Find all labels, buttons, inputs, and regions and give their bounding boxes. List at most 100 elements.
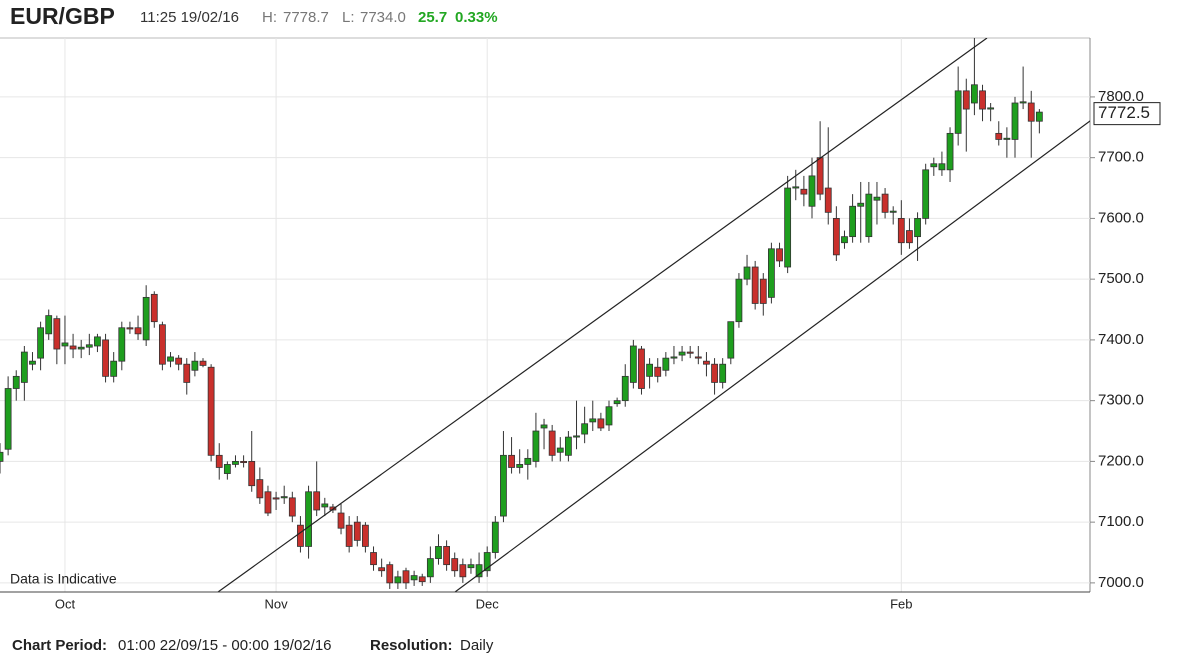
candle-body	[1027, 102, 1035, 122]
candle-body	[881, 193, 889, 213]
candle-body	[500, 454, 507, 517]
candle-body	[719, 363, 727, 383]
candle-body	[962, 90, 970, 110]
timestamp: 11:25 19/02/16	[140, 9, 239, 26]
candle-body	[565, 436, 572, 456]
candle-body	[150, 293, 158, 323]
y-tick-label: 7300.0	[1098, 392, 1144, 409]
change-pct: 0.33%	[455, 9, 498, 26]
candle-body	[402, 570, 410, 584]
candle-body	[873, 196, 881, 201]
candle-body	[857, 202, 865, 207]
candle-body	[930, 163, 938, 168]
candle-body	[491, 521, 499, 553]
note: Data is Indicative	[10, 571, 117, 587]
candle-body	[654, 366, 662, 377]
y-tick-label: 7500.0	[1098, 270, 1144, 287]
candle-body	[971, 84, 978, 104]
candle-body	[191, 360, 199, 371]
candle-body	[158, 324, 166, 365]
candle-body	[232, 460, 239, 465]
candle-body	[776, 248, 783, 262]
candle-body	[605, 406, 613, 426]
candle-body	[613, 400, 621, 405]
candle-body	[435, 546, 442, 559]
candle-body	[759, 278, 767, 304]
candle-body	[597, 418, 605, 429]
trend-channel	[217, 38, 1090, 592]
candle-body	[475, 564, 483, 578]
candle-body	[183, 363, 191, 383]
candle-body	[280, 496, 288, 499]
grid	[0, 38, 1090, 592]
last-price-box	[1093, 102, 1161, 126]
x-tick-label: Feb	[890, 596, 912, 611]
candle-body	[37, 327, 44, 359]
candle-body	[1035, 111, 1043, 122]
candle-body	[77, 346, 85, 350]
candle-body	[621, 375, 629, 402]
candle-body	[459, 564, 467, 578]
candle-body	[69, 345, 77, 350]
candle-body	[378, 567, 386, 572]
change: 25.7	[418, 9, 447, 26]
candle-body	[897, 218, 905, 244]
candle-body	[313, 491, 321, 511]
candle-body	[800, 188, 808, 195]
candle-body	[670, 356, 678, 359]
candle-body	[386, 564, 394, 584]
candle-body	[110, 360, 118, 377]
candle-body	[264, 491, 272, 514]
candle-body	[443, 546, 451, 566]
candle-body	[483, 552, 491, 572]
candle-body	[240, 460, 248, 464]
low-value: 7734.0	[360, 9, 406, 26]
period: 01:00 22/09/15 - 00:00 19/02/16	[118, 637, 332, 654]
header: EUR/GBP 11:25 19/02/16 H: 7778.7 L: 7734…	[10, 3, 498, 29]
candle-body	[743, 266, 751, 280]
candle-body	[686, 351, 694, 354]
candle-body	[922, 169, 930, 219]
y-tick-label: 7600.0	[1098, 209, 1144, 226]
trend-line	[217, 38, 988, 592]
candle-body	[524, 457, 532, 465]
x-tick-label: Dec	[476, 596, 500, 611]
high-value: 7778.7	[283, 9, 329, 26]
candle-body	[784, 187, 792, 268]
candle-body	[694, 356, 702, 359]
candle-body	[394, 576, 402, 584]
candle-body	[573, 435, 580, 438]
candle-body	[540, 424, 548, 429]
period-label: Chart Period:	[12, 637, 107, 654]
candle-body	[53, 318, 61, 350]
candle-body	[979, 90, 986, 110]
y-tick-label: 7700.0	[1098, 149, 1144, 166]
candle-body	[134, 327, 142, 335]
candle-body	[751, 266, 759, 304]
candle-body	[889, 210, 897, 213]
candle-body	[865, 193, 873, 238]
candle-body	[256, 479, 264, 499]
candle-body	[1003, 137, 1011, 140]
candle-body	[61, 342, 69, 347]
candle-body	[305, 491, 312, 547]
candle-body	[824, 187, 832, 213]
candle-body	[548, 430, 556, 456]
resolution-label: Resolution:	[370, 637, 453, 654]
y-tick-label: 7800.0	[1098, 88, 1144, 105]
candle-body	[126, 327, 134, 330]
candle-body	[792, 186, 800, 189]
candle-body	[94, 336, 101, 347]
candle-body	[20, 351, 28, 383]
candle-body	[272, 497, 280, 500]
candle-body	[467, 564, 475, 569]
candle-body	[207, 366, 215, 456]
candle-body	[629, 345, 637, 383]
candle-body	[727, 321, 735, 359]
candle-body	[768, 248, 775, 298]
candle-body	[581, 423, 589, 435]
candle-body	[906, 230, 913, 244]
low-label: L:	[342, 9, 355, 26]
candle-body	[646, 363, 653, 377]
resolution: Daily	[460, 637, 494, 654]
